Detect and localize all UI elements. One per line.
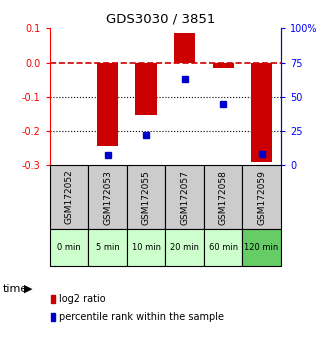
- Bar: [251, 63, 272, 162]
- Bar: [204, 229, 242, 266]
- Bar: [97, 63, 118, 146]
- Bar: [165, 229, 204, 266]
- Text: GSM172052: GSM172052: [65, 170, 74, 224]
- Text: 120 min: 120 min: [245, 243, 279, 252]
- Bar: [88, 229, 127, 266]
- Text: time: time: [3, 284, 29, 293]
- Text: GSM172059: GSM172059: [257, 170, 266, 224]
- Text: GSM172053: GSM172053: [103, 170, 112, 224]
- Text: 60 min: 60 min: [209, 243, 238, 252]
- Bar: [204, 165, 242, 229]
- Bar: [88, 165, 127, 229]
- Bar: [127, 229, 165, 266]
- Bar: [51, 313, 56, 321]
- Bar: [50, 229, 88, 266]
- Text: 10 min: 10 min: [132, 243, 160, 252]
- Bar: [213, 63, 234, 68]
- Text: GSM172058: GSM172058: [219, 170, 228, 224]
- Text: 5 min: 5 min: [96, 243, 119, 252]
- Text: percentile rank within the sample: percentile rank within the sample: [59, 312, 224, 322]
- Bar: [50, 165, 88, 229]
- Bar: [242, 229, 281, 266]
- Text: GSM172057: GSM172057: [180, 170, 189, 224]
- Bar: [127, 165, 165, 229]
- Bar: [51, 295, 56, 303]
- Bar: [242, 165, 281, 229]
- Text: log2 ratio: log2 ratio: [59, 294, 106, 304]
- Bar: [135, 63, 157, 115]
- Text: 0 min: 0 min: [57, 243, 81, 252]
- Text: GDS3030 / 3851: GDS3030 / 3851: [106, 12, 215, 25]
- Bar: [165, 165, 204, 229]
- Bar: [174, 33, 195, 63]
- Text: ▶: ▶: [24, 284, 32, 293]
- Text: 20 min: 20 min: [170, 243, 199, 252]
- Text: GSM172055: GSM172055: [142, 170, 151, 224]
